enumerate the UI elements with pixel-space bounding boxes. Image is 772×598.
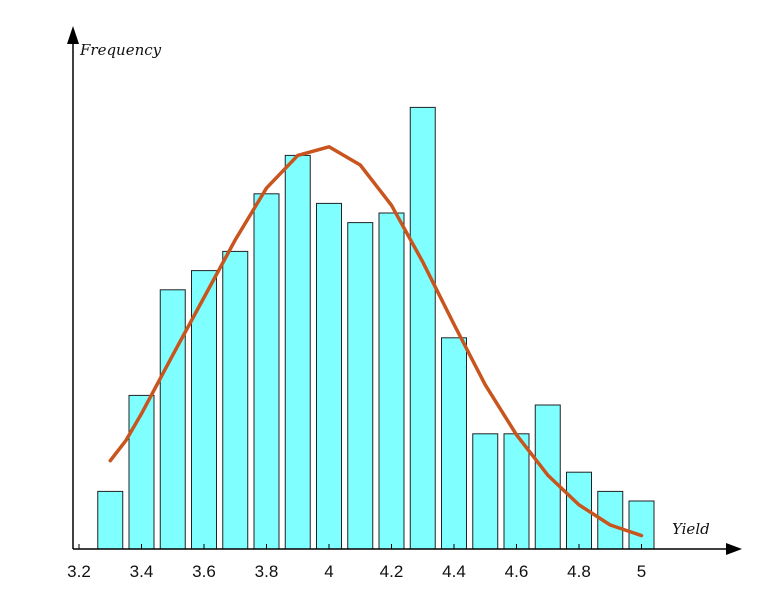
x-tick-label: 5 bbox=[637, 562, 646, 581]
x-tick-label: 4.2 bbox=[380, 562, 404, 581]
bar-4 bbox=[316, 202, 342, 550]
bars-group bbox=[97, 106, 655, 550]
x-tick-label: 3.8 bbox=[255, 562, 279, 581]
bar-4.4 bbox=[441, 337, 467, 550]
x-axis-arrow-icon bbox=[726, 543, 742, 555]
bar-5 bbox=[628, 500, 655, 550]
x-axis-label: Yield bbox=[672, 520, 710, 538]
bar-4.3 bbox=[409, 106, 436, 550]
x-tick-label: 4.4 bbox=[442, 562, 466, 581]
x-tick-label: 4.6 bbox=[505, 562, 529, 581]
fitted-curve bbox=[108, 145, 644, 538]
x-ticks-group: 3.2 3.4 3.6 3.8 4 4.2 4.4 4.6 4.8 5 bbox=[67, 544, 646, 581]
bar-3.9 bbox=[284, 154, 311, 550]
bar-4.2 bbox=[378, 212, 405, 550]
bar-4.6 bbox=[503, 433, 530, 550]
bar-3.5 bbox=[159, 289, 186, 550]
y-axis-label: Frequency bbox=[79, 41, 162, 59]
bar-3.3 bbox=[97, 490, 124, 550]
bar-3.6 bbox=[191, 270, 217, 550]
y-axis-arrow-icon bbox=[67, 26, 79, 44]
x-tick-label: 4.8 bbox=[567, 562, 591, 581]
bar-4.1 bbox=[347, 222, 374, 550]
x-tick-label: 3.4 bbox=[130, 562, 154, 581]
x-tick-label: 4 bbox=[324, 562, 333, 581]
bar-3.4 bbox=[128, 394, 155, 550]
bar-3.7 bbox=[222, 250, 249, 550]
x-tick-label: 3.2 bbox=[67, 562, 91, 581]
x-tick-label: 3.6 bbox=[192, 562, 216, 581]
bar-3.8 bbox=[253, 193, 280, 550]
bar-4.5 bbox=[472, 433, 499, 550]
